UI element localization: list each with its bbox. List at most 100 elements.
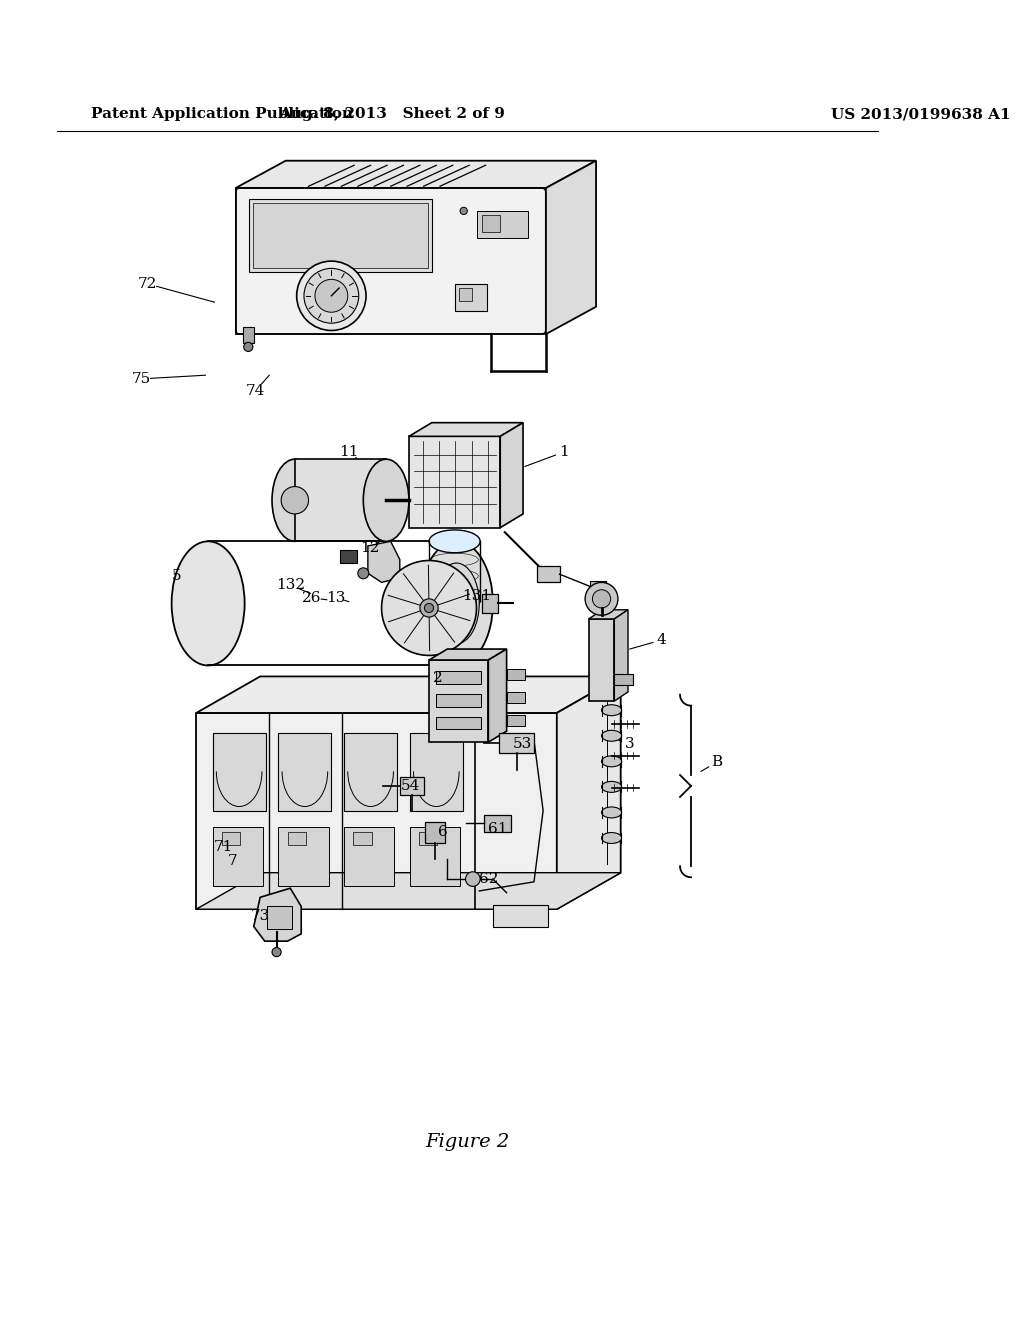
Polygon shape: [557, 676, 621, 909]
Bar: [493, 904, 548, 928]
Bar: [482, 594, 499, 612]
Polygon shape: [614, 610, 628, 701]
Bar: [436, 671, 481, 684]
Text: 74: 74: [246, 384, 265, 397]
Ellipse shape: [364, 459, 409, 541]
Polygon shape: [409, 422, 523, 437]
Circle shape: [593, 590, 610, 609]
Bar: [459, 289, 472, 301]
Polygon shape: [236, 161, 596, 187]
Polygon shape: [500, 733, 534, 754]
Bar: [266, 907, 292, 929]
Bar: [507, 669, 525, 680]
Text: 75: 75: [132, 372, 152, 385]
Text: 54: 54: [401, 779, 421, 793]
Ellipse shape: [429, 589, 480, 612]
Bar: [249, 199, 432, 272]
Ellipse shape: [601, 756, 622, 767]
Text: 71: 71: [214, 840, 233, 854]
Polygon shape: [500, 422, 523, 528]
Polygon shape: [197, 676, 621, 713]
Bar: [537, 566, 559, 582]
Bar: [419, 832, 437, 845]
Polygon shape: [254, 888, 301, 941]
Ellipse shape: [272, 459, 317, 541]
Text: 5: 5: [171, 569, 181, 583]
Polygon shape: [546, 161, 596, 334]
Ellipse shape: [420, 541, 493, 665]
Ellipse shape: [382, 561, 476, 656]
Bar: [344, 733, 397, 810]
Bar: [410, 733, 463, 810]
Bar: [344, 828, 394, 886]
Bar: [213, 733, 265, 810]
Text: 12: 12: [360, 541, 380, 554]
Text: 4: 4: [657, 632, 667, 647]
Ellipse shape: [601, 833, 622, 843]
Bar: [243, 327, 254, 343]
Text: 13: 13: [327, 591, 346, 605]
Polygon shape: [295, 459, 386, 541]
Text: B: B: [711, 755, 722, 770]
Text: Aug. 8, 2013   Sheet 2 of 9: Aug. 8, 2013 Sheet 2 of 9: [280, 107, 506, 121]
Bar: [614, 673, 633, 685]
Ellipse shape: [601, 807, 622, 818]
Text: 2: 2: [433, 672, 443, 685]
Bar: [483, 816, 511, 832]
Text: 132: 132: [275, 578, 305, 593]
Bar: [340, 550, 357, 564]
Bar: [436, 717, 481, 730]
Circle shape: [315, 280, 348, 313]
Bar: [477, 211, 527, 239]
Text: 62: 62: [478, 873, 498, 886]
Text: 6: 6: [438, 825, 447, 838]
Text: 11: 11: [339, 445, 358, 459]
Bar: [425, 822, 445, 842]
Bar: [507, 714, 525, 726]
Bar: [222, 832, 240, 845]
Circle shape: [460, 207, 467, 215]
Circle shape: [357, 568, 369, 578]
Ellipse shape: [601, 730, 622, 742]
Text: Figure 2: Figure 2: [425, 1133, 510, 1151]
Circle shape: [425, 603, 433, 612]
Text: 1: 1: [559, 445, 569, 459]
Bar: [589, 619, 614, 701]
Ellipse shape: [429, 529, 480, 553]
Text: 3: 3: [625, 737, 635, 751]
Bar: [353, 832, 372, 845]
Bar: [590, 581, 606, 591]
Circle shape: [420, 599, 438, 616]
Circle shape: [282, 487, 308, 513]
Circle shape: [244, 342, 253, 351]
Text: 7: 7: [228, 854, 238, 867]
Text: 131: 131: [462, 589, 492, 603]
Text: 53: 53: [512, 737, 531, 751]
Bar: [482, 215, 500, 232]
Text: 26: 26: [302, 591, 322, 605]
Polygon shape: [399, 777, 425, 795]
Polygon shape: [429, 660, 488, 742]
Bar: [253, 203, 428, 268]
Polygon shape: [429, 649, 507, 660]
Polygon shape: [368, 541, 399, 582]
Bar: [279, 733, 332, 810]
Text: 73: 73: [251, 908, 269, 923]
Polygon shape: [197, 713, 557, 909]
Circle shape: [297, 261, 366, 330]
Polygon shape: [236, 187, 546, 334]
Text: US 2013/0199638 A1: US 2013/0199638 A1: [830, 107, 1011, 121]
Polygon shape: [488, 649, 507, 742]
Text: 61: 61: [487, 822, 507, 836]
Ellipse shape: [172, 541, 245, 665]
Ellipse shape: [601, 705, 622, 715]
Text: 72: 72: [138, 277, 158, 290]
Polygon shape: [589, 610, 628, 619]
Bar: [279, 828, 329, 886]
Circle shape: [466, 871, 480, 886]
Bar: [436, 694, 481, 706]
Circle shape: [304, 268, 358, 323]
Bar: [213, 828, 263, 886]
Circle shape: [272, 948, 282, 957]
Bar: [507, 692, 525, 704]
